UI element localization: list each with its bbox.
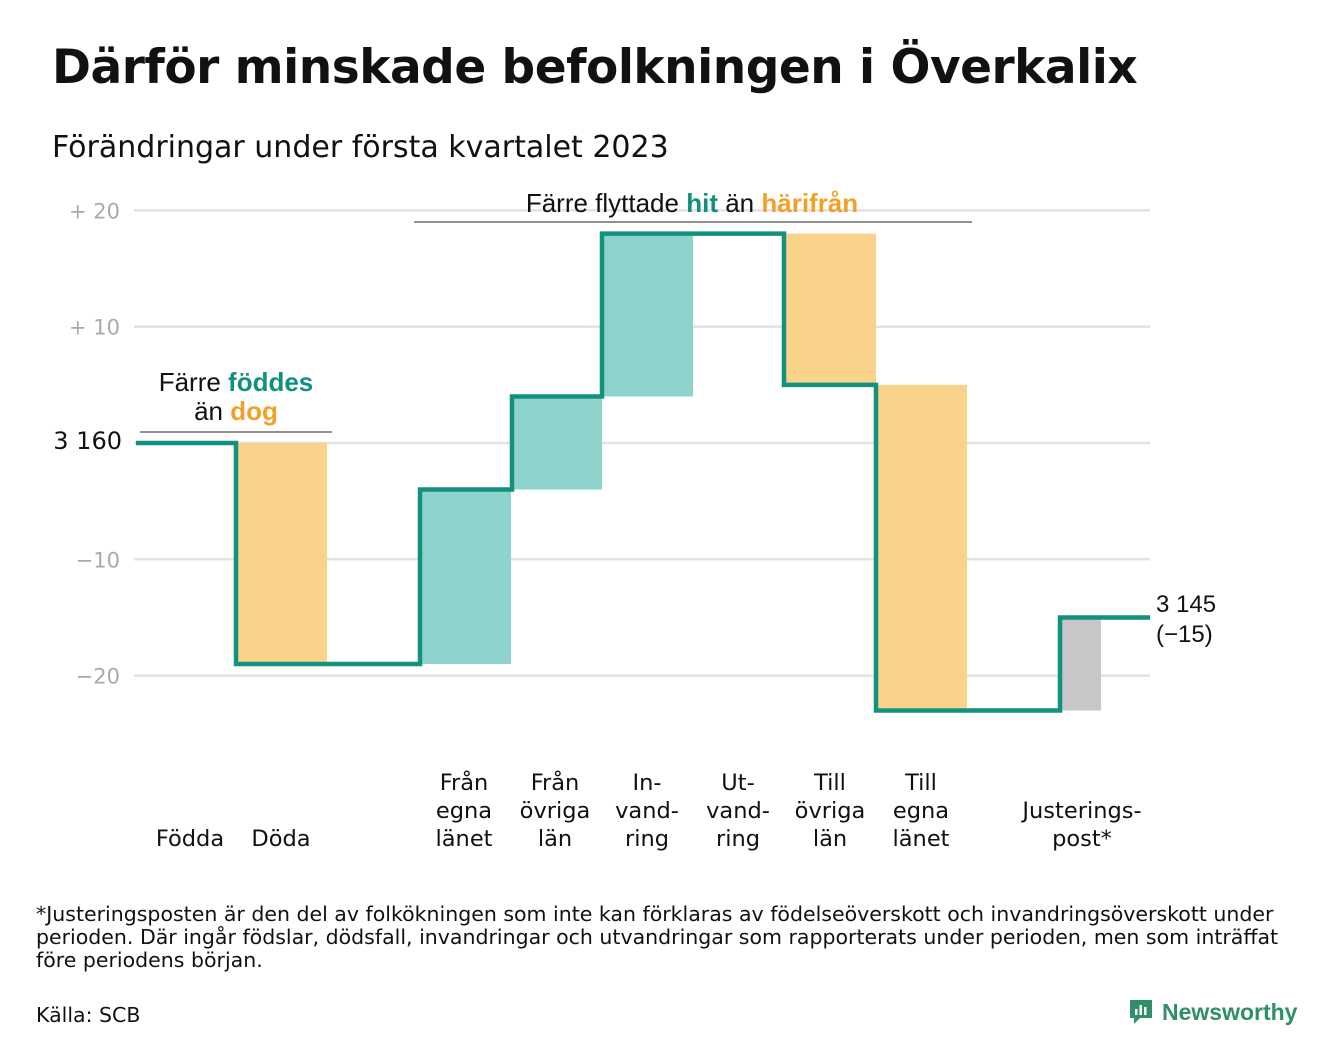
bars — [238, 233, 1101, 711]
bar — [786, 233, 876, 385]
category-label: ring — [625, 826, 669, 852]
category-label: Födda — [156, 826, 224, 852]
annotation-part: härifrån — [761, 188, 858, 218]
category-label: övriga — [795, 798, 866, 824]
category-label: länet — [436, 826, 493, 852]
annotation-part: Färre flyttade — [526, 188, 686, 218]
annotation-moves: Färre flyttade hit än härifrån — [526, 188, 858, 218]
step-line — [136, 231, 1150, 713]
category-label: Från — [531, 768, 580, 796]
value-labels: 3 160 3 145 (−15) — [53, 427, 1216, 648]
end-value-label: 3 145 — [1156, 591, 1216, 618]
category-label: Från — [440, 768, 489, 796]
newsworthy-logo-text: Newsworthy — [1162, 998, 1298, 1025]
y-tick-labels: + 20 + 10 −10 −20 — [69, 199, 120, 688]
category-label: Ut- — [721, 770, 754, 796]
y-tick-label: −10 — [76, 548, 120, 572]
end-change-label: (−15) — [1156, 621, 1213, 648]
bar — [511, 396, 602, 490]
bar — [420, 489, 511, 664]
bar — [238, 443, 327, 664]
bar — [1061, 617, 1101, 711]
annotation-part: än — [718, 188, 761, 218]
category-label: egna — [436, 798, 492, 824]
annotation-part: Färre — [159, 367, 228, 397]
category-label: län — [538, 826, 572, 852]
bar — [602, 233, 693, 397]
newsworthy-logo-icon — [1130, 1000, 1152, 1024]
start-value-label: 3 160 — [53, 427, 122, 455]
annotation-part: än — [194, 396, 230, 426]
y-tick-label: −20 — [76, 665, 120, 689]
category-label: Döda — [251, 826, 310, 852]
waterfall-chart: + 20+ 10−10−20 Födda DödaFrånegnalänetFrå… — [53, 188, 1216, 852]
step-line-path — [136, 231, 1150, 713]
chart-subtitle: Förändringar under första kvartalet 2023 — [52, 130, 669, 165]
y-tick-label: + 20 — [69, 199, 120, 223]
category-label: Justerings- — [1020, 798, 1141, 824]
category-label: post* — [1052, 826, 1112, 852]
footnote: *Justeringsposten är den del av folkökni… — [36, 902, 1279, 972]
chart-title: Därför minskade befolkningen i Överkalix — [52, 40, 1138, 95]
category-labels: Födda DödaFrånegnalänetFrånövrigalänIn-va… — [156, 768, 1142, 852]
category-label: egna — [893, 798, 949, 824]
y-tick-label: + 10 — [69, 316, 120, 340]
bar — [878, 384, 967, 711]
newsworthy-logo: Newsworthy — [1128, 998, 1297, 1026]
source-note: Källa: SCB — [36, 1003, 141, 1027]
annotation-births-line1: Färre föddes — [159, 367, 314, 397]
category-label: vand- — [615, 798, 679, 824]
annotation-part: föddes — [228, 367, 313, 397]
category-label: Till — [904, 770, 937, 796]
category-label: vand- — [706, 798, 770, 824]
category-label: In- — [632, 770, 661, 796]
category-label: ring — [716, 826, 760, 852]
annotation-part: hit — [686, 188, 718, 218]
category-label: övriga — [520, 798, 591, 824]
category-label: län — [813, 826, 847, 852]
annotation-births-line2: än dog — [194, 396, 278, 426]
category-label: länet — [893, 826, 950, 852]
category-label: Till — [813, 770, 846, 796]
annotation-part: dog — [230, 396, 278, 426]
